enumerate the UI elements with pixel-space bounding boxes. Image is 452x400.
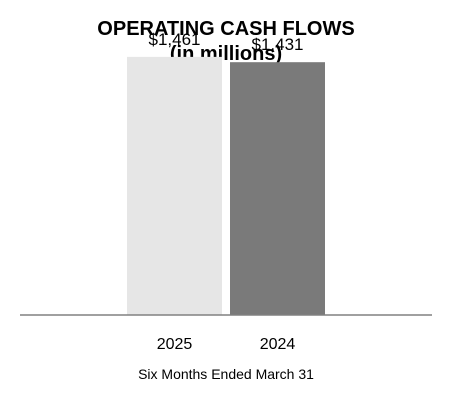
bar-2025 bbox=[127, 56, 222, 315]
chart-title: OPERATING CASH FLOWS bbox=[97, 18, 355, 40]
bars-group: $1,461 $1,431 bbox=[127, 30, 325, 315]
x-axis-label: Six Months Ended March 31 bbox=[138, 366, 314, 382]
x-tick-label-2025: 2025 bbox=[157, 336, 193, 353]
bar-2024 bbox=[230, 62, 325, 315]
x-tick-labels: 2025 2024 bbox=[157, 336, 296, 353]
data-label-2024: $1,431 bbox=[252, 35, 304, 54]
data-label-2025: $1,461 bbox=[149, 30, 201, 49]
x-tick-label-2024: 2024 bbox=[260, 336, 296, 353]
